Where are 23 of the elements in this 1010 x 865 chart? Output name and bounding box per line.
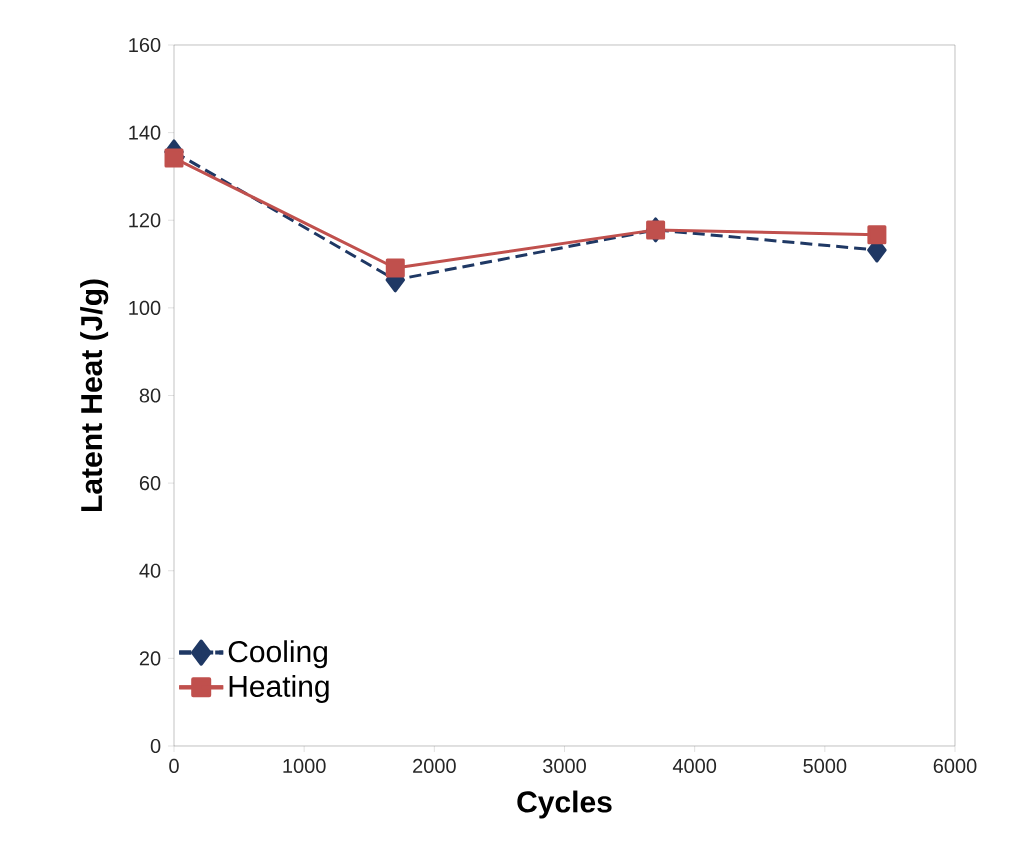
- x-tick-label: 5000: [803, 758, 847, 774]
- y-tick-label: 100: [129, 300, 161, 315]
- legend-label: Cooling: [228, 640, 327, 669]
- x-axis-title: Cycles: [517, 790, 612, 819]
- x-tick-label: 2000: [413, 758, 456, 774]
- legend-label: Heating: [229, 674, 329, 703]
- y-axis-title: Latent Heat (J/g): [80, 279, 109, 511]
- y-tick-label: 60: [139, 476, 161, 491]
- point: [867, 225, 887, 245]
- x-tick-label: 4000: [672, 758, 717, 774]
- y-tick-label: 140: [129, 125, 161, 140]
- x-tick-label: 0: [169, 758, 179, 774]
- x-tick-label: 1000: [283, 758, 326, 774]
- point: [164, 148, 184, 168]
- x-tick-label: 3000: [543, 758, 586, 774]
- y-tick-label: 0: [150, 738, 161, 754]
- y-tick-label: 160: [129, 37, 161, 53]
- point: [385, 258, 405, 278]
- y-tick-label: 80: [139, 388, 161, 403]
- x-tick-label: 6000: [933, 758, 977, 774]
- y-tick-label: 40: [139, 563, 161, 578]
- y-tick-label: 20: [139, 651, 161, 666]
- y-tick-label: 120: [129, 213, 161, 228]
